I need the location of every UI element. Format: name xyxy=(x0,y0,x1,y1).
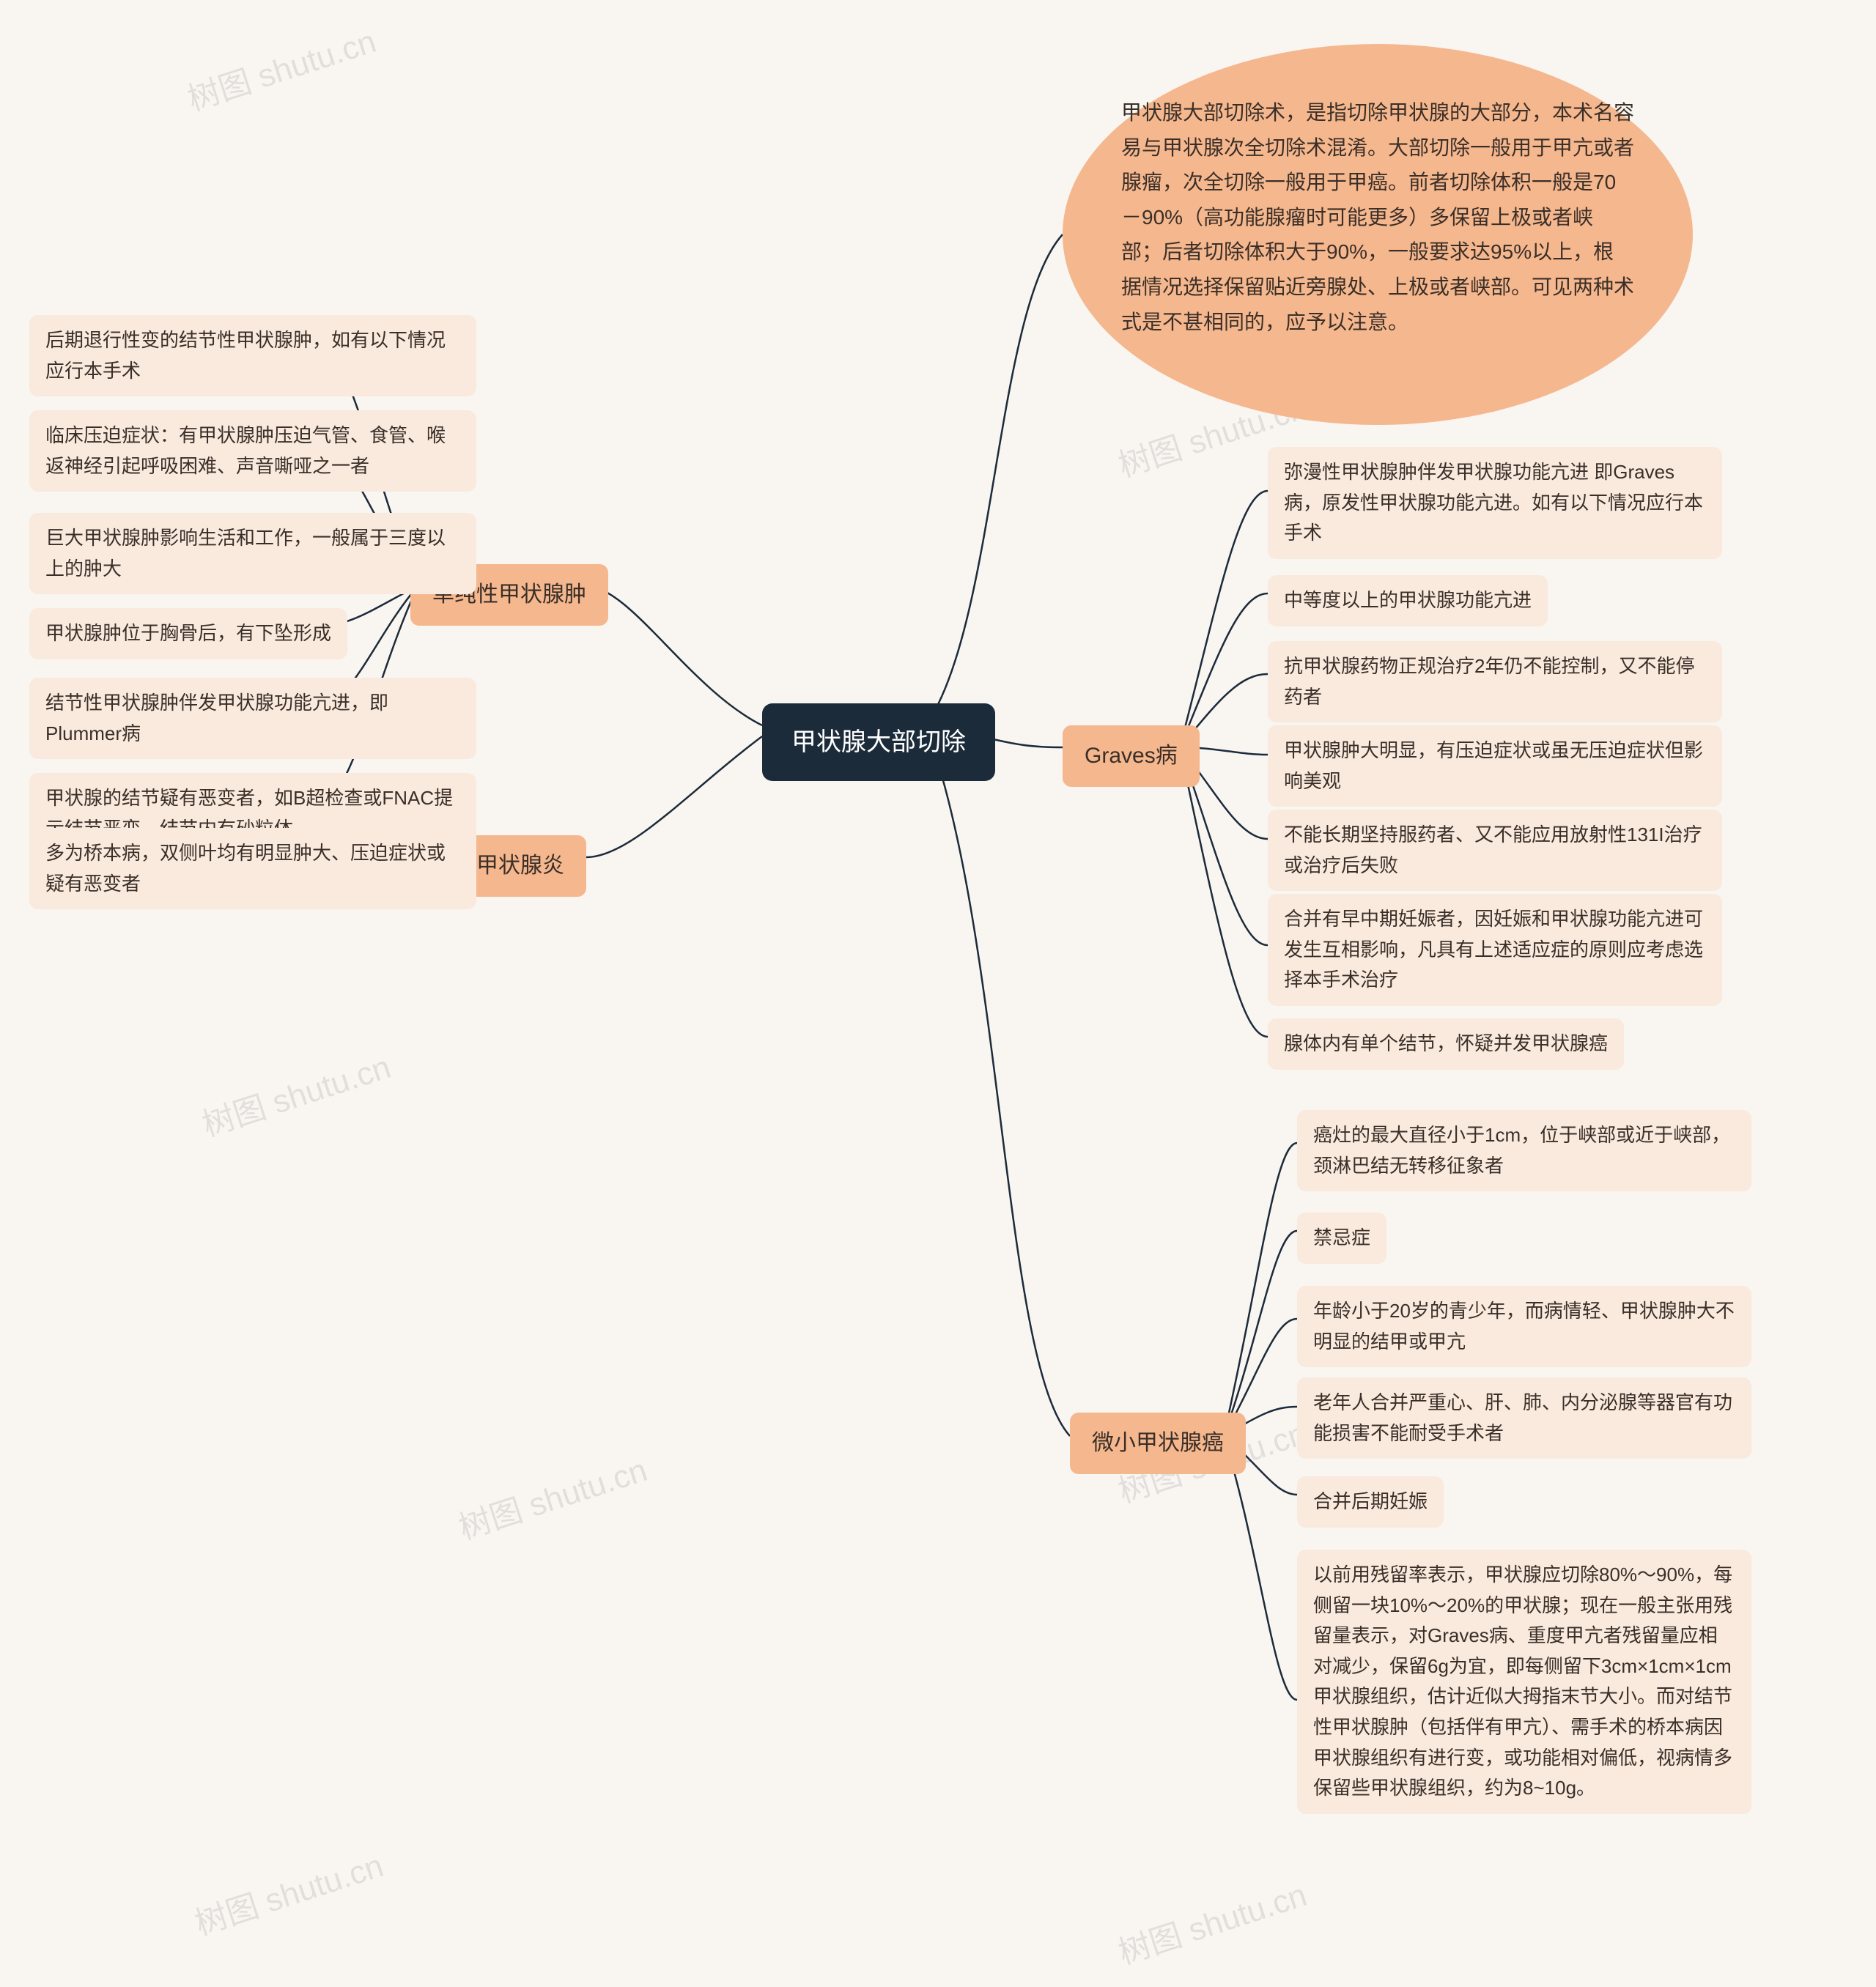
leaf-graves-0[interactable]: 弥漫性甲状腺肿伴发甲状腺功能亢进 即Graves病，原发性甲状腺功能亢进。如有以… xyxy=(1268,447,1722,559)
leaf-graves-2[interactable]: 抗甲状腺药物正规治疗2年仍不能控制，又不能停药者 xyxy=(1268,641,1722,722)
watermark: 树图 shutu.cn xyxy=(196,1040,396,1145)
watermark: 树图 shutu.cn xyxy=(188,1839,388,1944)
branch-micro-cancer[interactable]: 微小甲状腺癌 xyxy=(1070,1413,1246,1474)
leaf-micro-0[interactable]: 癌灶的最大直径小于1cm，位于峡部或近于峡部，颈淋巴结无转移征象者 xyxy=(1297,1110,1751,1191)
center-node[interactable]: 甲状腺大部切除 xyxy=(762,703,995,781)
leaf-simple-4[interactable]: 结节性甲状腺肿伴发甲状腺功能亢进，即Plummer病 xyxy=(29,678,476,759)
intro-ellipse[interactable]: 甲状腺大部切除术，是指切除甲状腺的大部分，本术名容易与甲状腺次全切除术混淆。大部… xyxy=(1063,44,1693,425)
leaf-micro-3[interactable]: 老年人合并严重心、肝、肺、内分泌腺等器官有功能损害不能耐受手术者 xyxy=(1297,1377,1751,1459)
leaf-simple-1[interactable]: 临床压迫症状：有甲状腺肿压迫气管、食管、喉返神经引起呼吸困难、声音嘶哑之一者 xyxy=(29,410,476,492)
leaf-micro-4[interactable]: 合并后期妊娠 xyxy=(1297,1476,1444,1528)
leaf-graves-1[interactable]: 中等度以上的甲状腺功能亢进 xyxy=(1268,575,1548,626)
leaf-chronic-0[interactable]: 多为桥本病，双侧叶均有明显肿大、压迫症状或疑有恶变者 xyxy=(29,828,476,909)
leaf-graves-3[interactable]: 甲状腺肿大明显，有压迫症状或虽无压迫症状但影响美观 xyxy=(1268,725,1722,807)
watermark: 树图 shutu.cn xyxy=(452,1443,652,1548)
leaf-micro-1[interactable]: 禁忌症 xyxy=(1297,1213,1386,1264)
watermark: 树图 shutu.cn xyxy=(181,15,381,119)
watermark: 树图 shutu.cn xyxy=(1112,1868,1312,1973)
branch-graves[interactable]: Graves病 xyxy=(1063,725,1200,787)
leaf-graves-5[interactable]: 合并有早中期妊娠者，因妊娠和甲状腺功能亢进可发生互相影响，凡具有上述适应症的原则… xyxy=(1268,894,1722,1006)
leaf-simple-3[interactable]: 甲状腺肿位于胸骨后，有下坠形成 xyxy=(29,608,347,659)
leaf-simple-2[interactable]: 巨大甲状腺肿影响生活和工作，一般属于三度以上的肿大 xyxy=(29,513,476,594)
leaf-graves-4[interactable]: 不能长期坚持服药者、又不能应用放射性131I治疗或治疗后失败 xyxy=(1268,810,1722,891)
leaf-graves-6[interactable]: 腺体内有单个结节，怀疑并发甲状腺癌 xyxy=(1268,1018,1624,1070)
leaf-simple-0[interactable]: 后期退行性变的结节性甲状腺肿，如有以下情况应行本手术 xyxy=(29,315,476,396)
leaf-micro-2[interactable]: 年龄小于20岁的青少年，而病情轻、甲状腺肿大不明显的结甲或甲亢 xyxy=(1297,1286,1751,1367)
leaf-micro-5[interactable]: 以前用残留率表示，甲状腺应切除80%～90%，每侧留一块10%～20%的甲状腺；… xyxy=(1297,1550,1751,1814)
